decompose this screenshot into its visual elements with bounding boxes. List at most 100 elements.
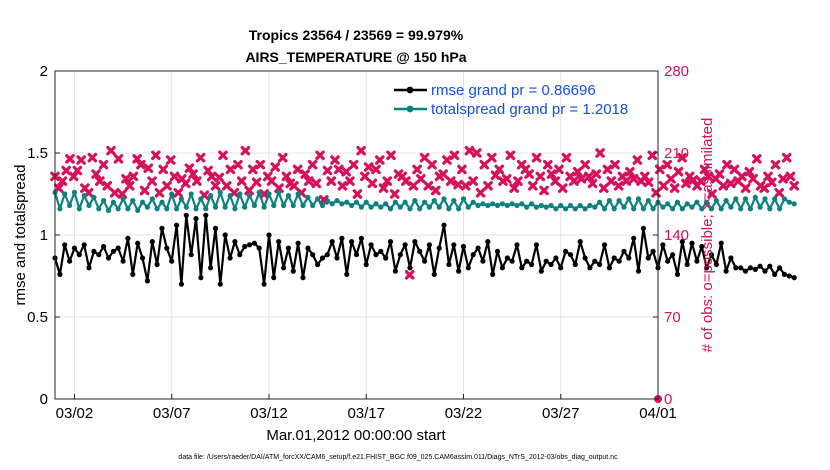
marker-stroke (513, 176, 523, 186)
data-point-totalspread (538, 202, 544, 209)
assimilated-obs-marker (240, 145, 251, 156)
data-point-rmse (601, 242, 608, 248)
marker-stroke (98, 159, 109, 170)
data-point-rmse (713, 261, 720, 268)
data-file-footnote: data file: /Users/raeder/DAI/ATM_forcXX/… (178, 454, 618, 461)
marker-stroke (322, 165, 333, 176)
marker-stroke (673, 166, 684, 177)
marker-stroke (352, 189, 363, 199)
data-point-totalspread (246, 193, 253, 199)
data-point-totalspread (130, 198, 136, 204)
marker-stroke (584, 171, 594, 182)
marker-stroke (251, 177, 262, 188)
marker-stroke (729, 164, 740, 175)
marker-stroke (632, 155, 643, 165)
ticks: 0 0.5 1 1.5 2 0 70 140 210 280 03/02 03/07 03/12 03/1… (27, 63, 689, 422)
marker-stroke (550, 176, 561, 186)
data-point-totalspread (752, 194, 758, 200)
assimilated-obs-marker (158, 164, 169, 175)
marker-stroke (248, 164, 258, 175)
assimilated-obs-marker (233, 159, 243, 170)
assimilated-obs-marker (91, 169, 101, 179)
marker-stroke (72, 165, 83, 176)
marker-stroke (681, 178, 691, 189)
data-point-totalspread (460, 196, 467, 202)
marker-stroke (535, 171, 546, 182)
assimilated-obs-marker (248, 164, 258, 175)
data-point-totalspread (456, 206, 462, 212)
assimilated-obs-marker (345, 176, 355, 186)
data-point-rmse (451, 242, 457, 248)
assimilated-obs-marker (673, 166, 684, 177)
assimilated-obs-marker (714, 169, 725, 179)
assimilated-obs-marker (535, 171, 546, 182)
assimilated-obs-marker (147, 176, 157, 186)
data-point-rmse (417, 248, 423, 254)
marker-stroke (759, 183, 770, 193)
marker-stroke (640, 171, 650, 182)
marker-stroke (718, 181, 729, 191)
assimilated-obs-marker (662, 159, 673, 170)
marker-stroke (117, 189, 127, 199)
marker-stroke (587, 178, 598, 189)
data-point-rmse (475, 245, 481, 251)
data-point-rmse (329, 239, 335, 245)
marker-stroke (539, 185, 549, 196)
assimilated-obs-marker (102, 181, 113, 191)
assimilated-obs-marker (539, 185, 549, 196)
marker-stroke (143, 163, 154, 174)
data-point-rmse (742, 268, 749, 274)
assimilated-obs-marker (606, 176, 617, 186)
data-point-rmse (465, 265, 471, 271)
x-tick-label: 03/12 (250, 405, 288, 422)
data-point-rmse (188, 252, 194, 258)
marker-stroke (628, 173, 639, 184)
data-point-rmse (718, 240, 724, 246)
assimilated-obs-marker (348, 159, 359, 170)
data-point-totalspread (679, 206, 685, 212)
data-point-rmse (577, 239, 583, 245)
assimilated-obs-marker (483, 181, 493, 191)
data-point-rmse (786, 273, 792, 279)
data-point-rmse (456, 268, 462, 274)
marker-stroke (139, 185, 150, 196)
data-point-totalspread (577, 202, 583, 209)
data-point-totalspread (193, 206, 199, 212)
assimilated-obs-marker (748, 173, 758, 184)
data-point-rmse (587, 265, 593, 271)
marker-stroke (591, 169, 602, 179)
assimilated-obs-marker (259, 189, 269, 199)
marker-stroke (561, 152, 572, 163)
data-point-totalspread (295, 191, 301, 197)
marker-stroke (374, 155, 385, 165)
marker-stroke (154, 188, 165, 198)
assimilated-obs-marker (371, 164, 381, 175)
data-point-rmse (762, 268, 768, 274)
assimilated-obs-marker (770, 159, 781, 170)
assimilated-obs-marker (427, 159, 437, 170)
marker-stroke (195, 152, 206, 163)
data-point-totalspread (164, 206, 170, 212)
data-point-totalspread (387, 206, 394, 212)
assimilated-obs-marker (718, 181, 729, 191)
assimilated-obs-marker (408, 181, 419, 191)
marker-stroke (169, 171, 180, 182)
data-point-totalspread (490, 201, 496, 207)
data-point-totalspread (616, 198, 622, 204)
marker-stroke (61, 165, 71, 176)
assimilated-obs-marker (449, 150, 460, 161)
assimilated-obs-marker (442, 155, 452, 165)
assimilated-obs-marker (322, 165, 333, 176)
marker-stroke (206, 171, 217, 182)
assimilated-obs-marker (210, 181, 221, 191)
series-lines (52, 189, 797, 287)
marker-stroke (531, 152, 542, 163)
data-point-totalspread (747, 206, 754, 212)
data-point-totalspread (514, 202, 520, 209)
assimilated-obs-marker (613, 181, 624, 191)
data-point-totalspread (412, 198, 418, 204)
data-point-rmse (164, 245, 170, 251)
marker-stroke (789, 181, 799, 191)
data-point-rmse (86, 265, 92, 271)
data-point-totalspread (208, 193, 214, 199)
